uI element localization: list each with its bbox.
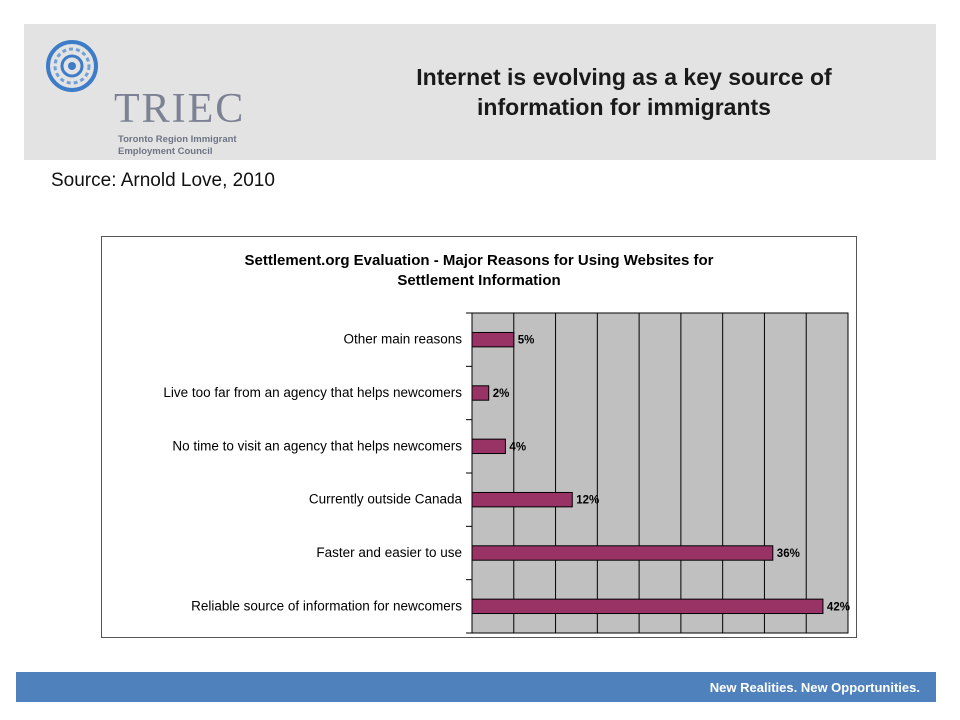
logo-subtitle: Toronto Region Immigrant Employment Coun…: [118, 134, 268, 158]
page-title-line1: Internet is evolving as a key source of: [416, 64, 832, 90]
logo-subtitle-line1: Toronto Region Immigrant: [118, 134, 237, 145]
bar-chart: Other main reasons 5% Live too far from an…: [163, 312, 850, 634]
chart-title-line2: Settlement Information: [397, 272, 561, 289]
bar-value-label: 12%: [576, 495, 599, 507]
chart-title-line1: Settlement.org Evaluation - Major Reason…: [244, 252, 714, 269]
logo-emblem-icon: [46, 40, 98, 92]
bar-value-label: 4%: [509, 441, 526, 453]
category-label: Other main reasons: [343, 332, 462, 347]
category-label: Reliable source of information for newco…: [191, 598, 462, 613]
bar-value-label: 2%: [493, 388, 510, 400]
source-citation: Source: Arnold Love, 2010: [51, 170, 275, 191]
bar: [471, 438, 506, 455]
bar: [471, 385, 490, 401]
chart-container: Settlement.org Evaluation - Major Reason…: [101, 236, 857, 638]
triec-logo: TRIEC Toronto Region Immigrant Employmen…: [44, 38, 264, 157]
bar: [471, 331, 515, 348]
logo-wordmark: TRIEC: [114, 86, 246, 132]
bar-value-label: 5%: [518, 335, 535, 347]
chart-title: Settlement.org Evaluation - Major Reason…: [102, 251, 856, 291]
bar: [471, 545, 774, 561]
bar: [471, 598, 824, 615]
category-label: Live too far from an agency that helps n…: [163, 385, 462, 400]
footer-tagline: New Realities. New Opportunities.: [709, 680, 920, 695]
footer-bar: New Realities. New Opportunities.: [16, 672, 936, 702]
header-banner: TRIEC Toronto Region Immigrant Employmen…: [24, 24, 936, 160]
page-title: Internet is evolving as a key source of …: [354, 62, 894, 122]
plot-area: [471, 312, 849, 634]
category-label: Currently outside Canada: [309, 492, 463, 507]
category-label: No time to visit an agency that helps ne…: [172, 438, 462, 453]
bar-value-label: 42%: [827, 601, 850, 613]
logo-subtitle-line2: Employment Council: [118, 146, 213, 157]
category-label: Faster and easier to use: [316, 545, 462, 560]
bar-value-label: 36%: [777, 548, 800, 560]
bar: [471, 491, 573, 508]
page-title-line2: information for immigrants: [477, 94, 771, 120]
